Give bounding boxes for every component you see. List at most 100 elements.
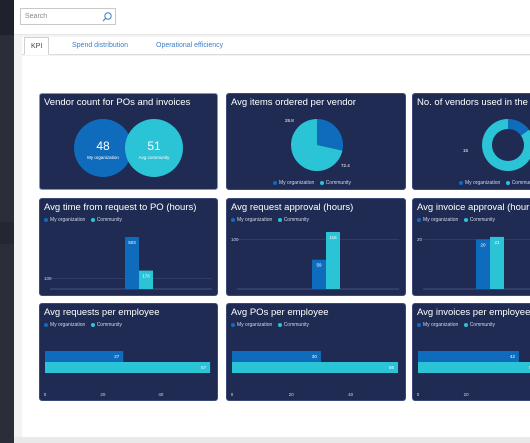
search-icon[interactable] (101, 11, 113, 23)
legend-dot-community (90, 322, 95, 327)
x-tick-label: 40 (158, 392, 164, 397)
legend-community-label: Community (283, 217, 309, 223)
bar-org[interactable] (476, 239, 490, 289)
num-vendors-donut: 15 (463, 119, 530, 171)
bar-community[interactable] (490, 236, 504, 289)
legend-org-label: My organization (237, 322, 273, 328)
tab-spend-distribution[interactable]: Spend distribution (72, 42, 129, 49)
legend-item-org: My organization (44, 322, 85, 328)
bar-community[interactable] (418, 362, 530, 373)
tile-vendor-count[interactable]: Vendor count for POs and invoices 48 My … (39, 93, 218, 190)
tile-title: Avg requests per employee (44, 307, 160, 318)
nav-rail-highlight[interactable] (0, 222, 14, 244)
legend-item-community: Community (277, 217, 309, 223)
legend-dot-org (417, 322, 421, 327)
legend-dot-org (231, 217, 235, 222)
pie-label-community: 72.4 (341, 163, 350, 168)
bar-org[interactable] (45, 351, 124, 362)
legend-community-label: Community (511, 180, 530, 186)
tab-kpi[interactable]: KPI (24, 37, 50, 55)
legend-item-org: My organization (417, 217, 458, 223)
bar-value-label: 42 (510, 354, 516, 359)
tile-title: Avg time from request to PO (hours) (44, 202, 197, 213)
x-tick-label: 20 (464, 392, 470, 397)
tab-operational-efficiency[interactable]: Operational efficiency (156, 42, 224, 49)
legend-community-label: Community (469, 322, 495, 328)
legend-item-community: Community (463, 217, 495, 223)
search-input[interactable] (21, 9, 99, 24)
legend-dot-community (277, 322, 282, 327)
legend: My organization Community (44, 322, 126, 328)
bottom-scrollbar[interactable] (14, 437, 530, 443)
bar-org[interactable] (312, 259, 326, 289)
legend-org-label: My organization (50, 217, 86, 223)
tile-avg-items[interactable]: Avg items ordered per vendor 28.8 72.4 M… (226, 93, 406, 190)
tile-title: Avg invoices per employee (417, 307, 530, 318)
community-bubble (125, 119, 183, 177)
legend: My organization Community (44, 217, 126, 223)
legend: My organization Community (417, 322, 499, 328)
x-tick-label: 0 (417, 392, 420, 397)
bar-value-label: 56 (389, 365, 395, 370)
donut-slices (482, 119, 530, 171)
legend-item-community: Community (277, 322, 309, 328)
legend-community-label: Community (96, 217, 122, 223)
invoices-per-employee-bars: 4250020 (417, 351, 530, 397)
workspace: KPI Spend distribution Operational effic… (14, 35, 530, 437)
bar-community[interactable] (45, 362, 211, 373)
request-approval-bars: 100 59 115 (231, 231, 399, 290)
legend-dot-community (90, 217, 95, 222)
pie-slice-community[interactable] (291, 119, 343, 171)
tile-num-vendors[interactable]: No. of vendors used in the 15 My organiz… (412, 93, 530, 190)
tile-requests-per-employee[interactable]: Avg requests per employee My organizatio… (39, 303, 218, 401)
tile-time-to-po[interactable]: Avg time from request to PO (hours) My o… (39, 198, 218, 296)
bar-org[interactable] (418, 351, 519, 362)
tile-title: Avg POs per employee (231, 307, 329, 318)
community-label: Avg community (139, 155, 170, 160)
legend-item-org: My organization (44, 217, 85, 223)
donut-label-org: 15 (463, 148, 469, 153)
pie-slice-org[interactable] (508, 119, 530, 136)
org-value: 48 (96, 139, 110, 153)
bar-value-label: 503 (128, 240, 136, 245)
legend-dot-community (463, 322, 468, 327)
avg-items-pie: 28.8 72.4 (285, 118, 350, 171)
legend-dot-org (459, 180, 463, 185)
legend-org-label: My organization (465, 180, 501, 186)
pie-slices (291, 119, 343, 171)
bar-org[interactable] (125, 237, 139, 289)
tile-invoice-approval[interactable]: Avg invoice approval (hour My organizati… (412, 198, 530, 296)
legend-item-org: My organization (231, 322, 272, 328)
vendor-count-bubbles: 48 My organization 51 Avg community (74, 119, 183, 177)
dashboard-canvas: Vendor count for POs and invoices 48 My … (22, 56, 530, 437)
pie-slice-org[interactable] (317, 119, 343, 151)
tile-pos-per-employee[interactable]: Avg POs per employee My organization Com… (226, 303, 406, 401)
legend-item-community: Community (90, 322, 122, 328)
left-nav-rail (0, 0, 14, 443)
legend: My organization Community (273, 180, 355, 186)
legend-item-org: My organization (273, 180, 314, 186)
bar-community[interactable] (232, 362, 399, 373)
time-to-po-bars: 100 503 178 (44, 237, 212, 290)
legend-dot-community (463, 217, 468, 222)
bar-value-label: 57 (201, 365, 207, 370)
x-tick-label: 0 (44, 392, 47, 397)
legend-dot-org (273, 180, 277, 185)
search-box (20, 8, 116, 25)
legend-item-community: Community (90, 217, 122, 223)
tile-title: Vendor count for POs and invoices (44, 97, 191, 108)
legend-org-label: My organization (237, 217, 273, 223)
bar-value-label: 59 (316, 263, 322, 268)
bar-value-label: 115 (329, 235, 337, 240)
legend-community-label: Community (283, 322, 309, 328)
tile-invoices-per-employee[interactable]: Avg invoices per employee My organizatio… (412, 303, 530, 401)
tile-title: No. of vendors used in the (417, 97, 528, 108)
legend-dot-org (44, 217, 48, 222)
bar-community[interactable] (139, 270, 153, 289)
bar-community[interactable] (326, 231, 340, 289)
bar-org[interactable] (232, 351, 321, 362)
tile-request-approval[interactable]: Avg request approval (hours) My organiza… (226, 198, 406, 296)
org-bubble (74, 119, 132, 177)
pie-slice-community[interactable] (482, 119, 530, 171)
